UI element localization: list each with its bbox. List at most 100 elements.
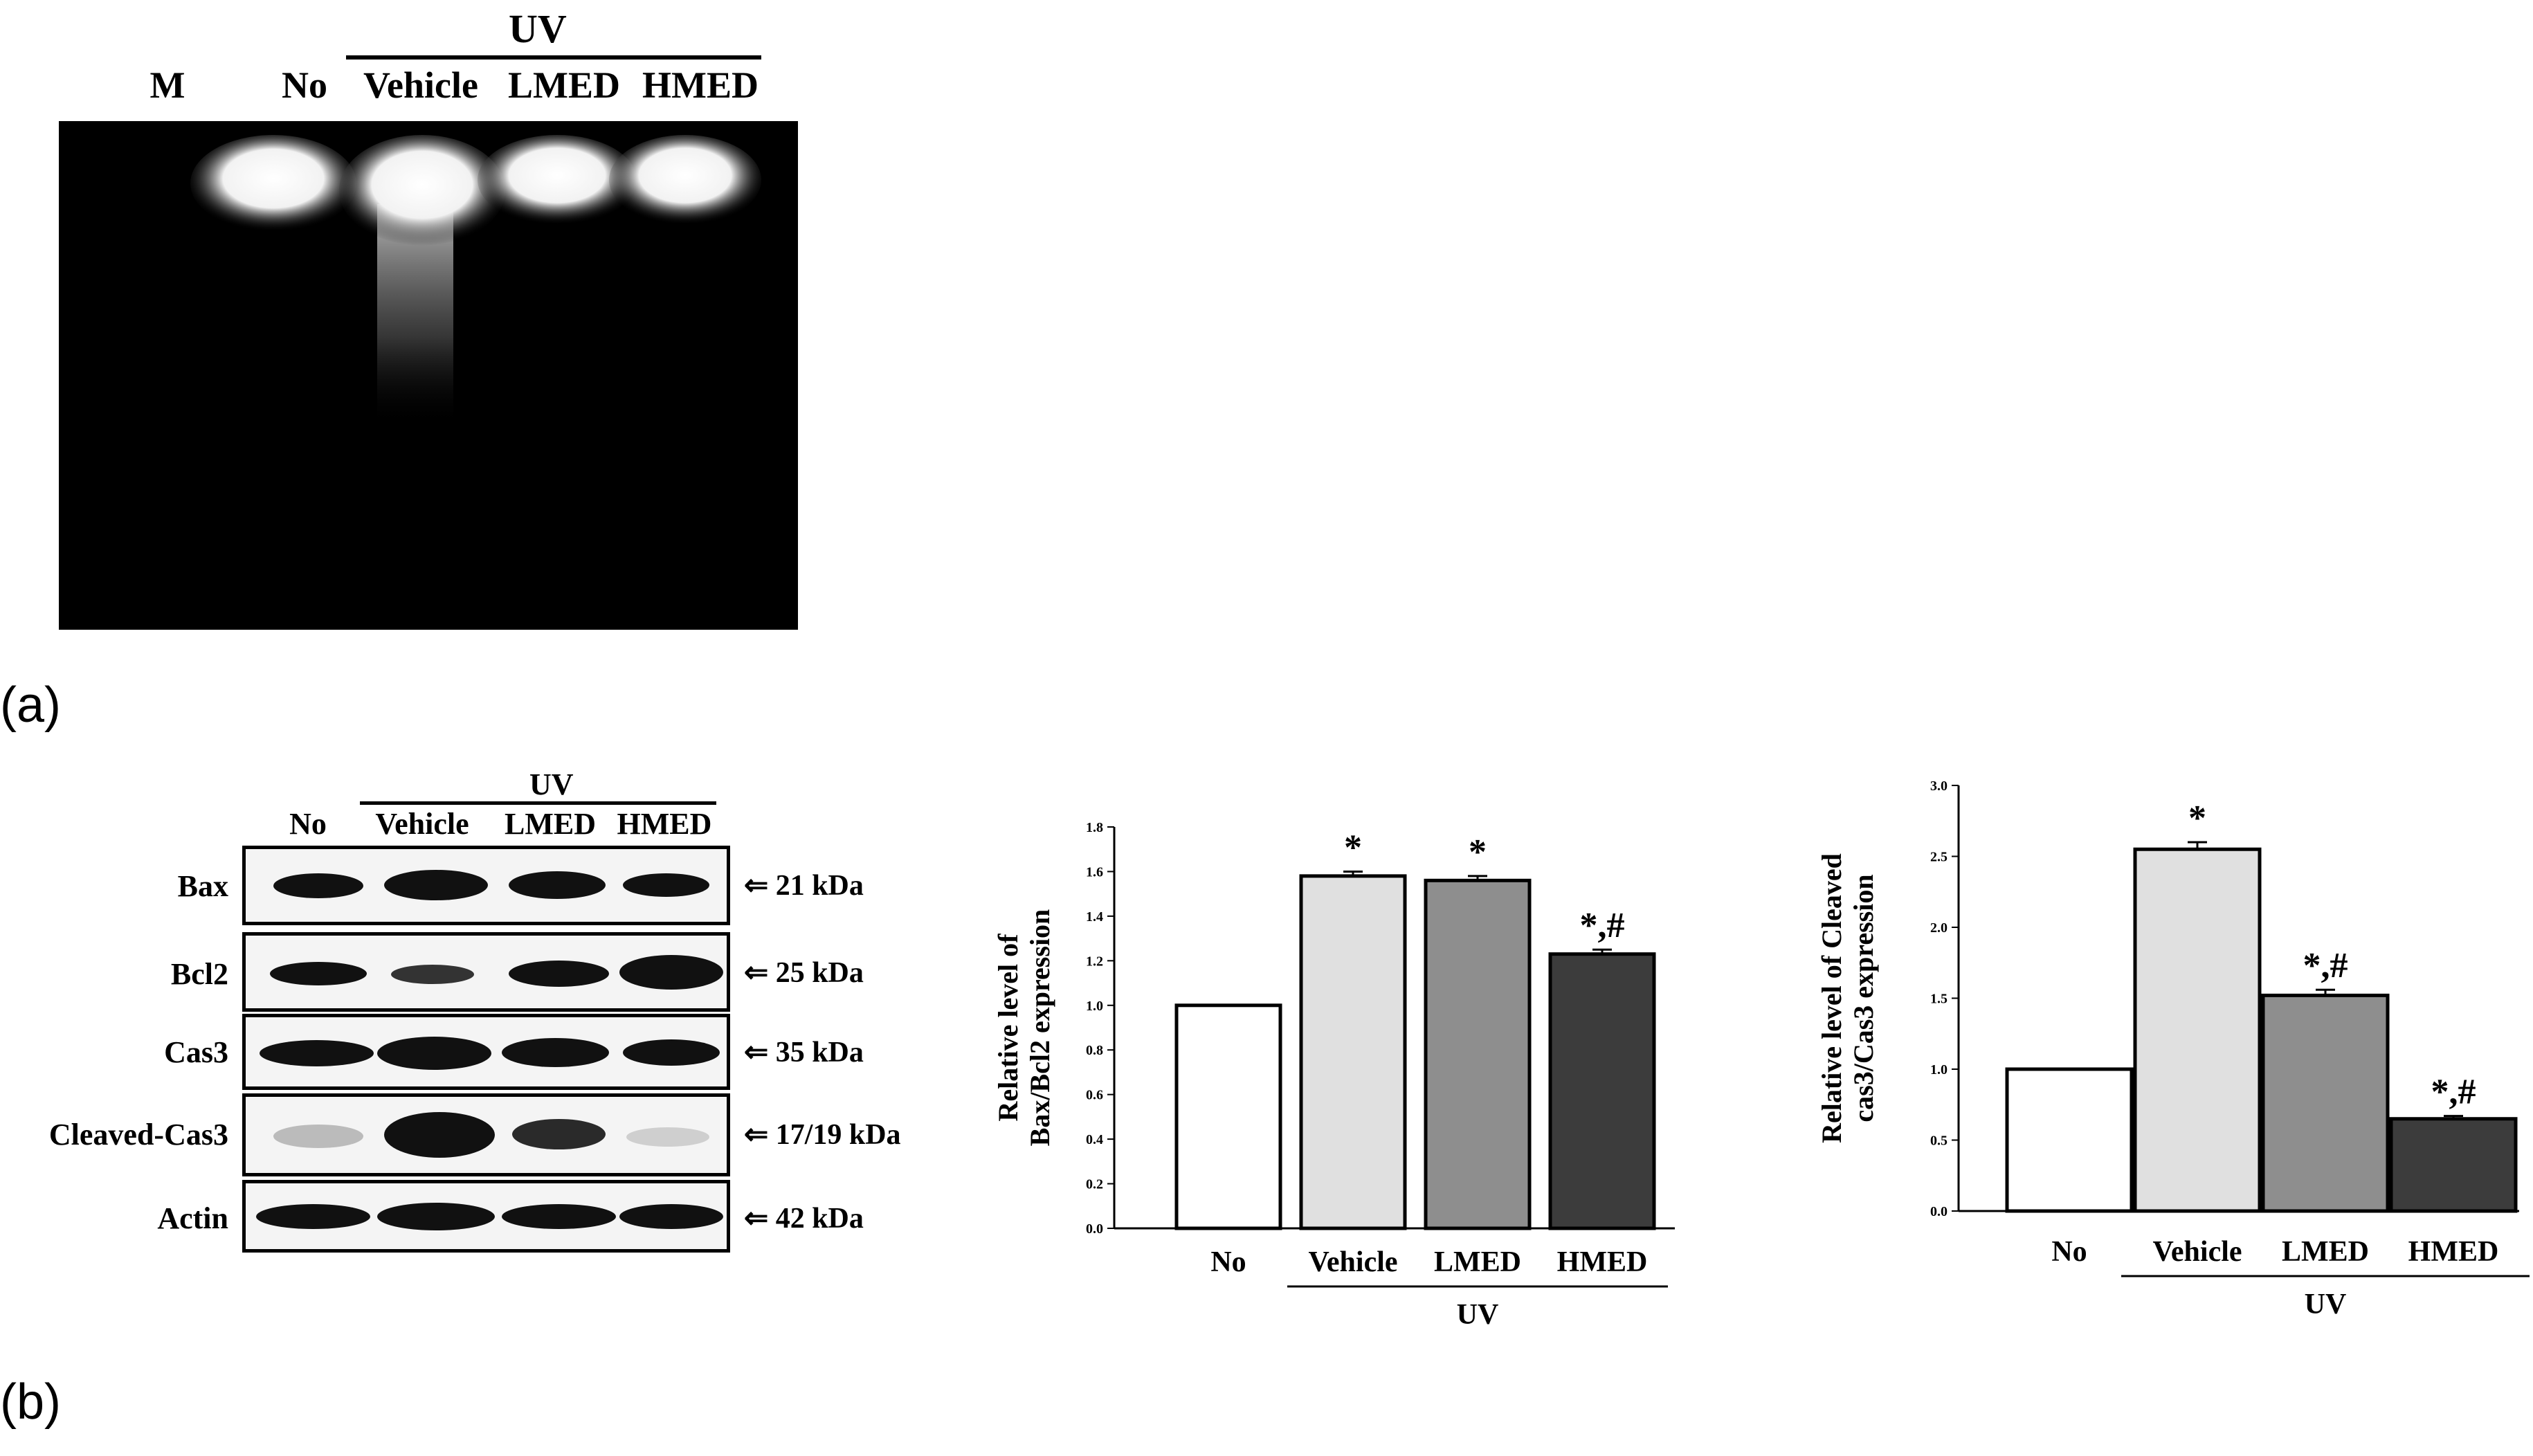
blot-band bbox=[623, 873, 709, 897]
category-label: LMED bbox=[2282, 1236, 2369, 1268]
blot-band bbox=[619, 1204, 723, 1229]
bar bbox=[1424, 878, 1532, 1230]
dna-gel-image bbox=[59, 121, 798, 630]
panel-letter-a: (a) bbox=[0, 677, 61, 733]
y-axis-label: Relative level of Cleaved bbox=[1816, 853, 1847, 1143]
gel-band bbox=[478, 135, 637, 225]
significance-marker: * bbox=[2188, 799, 2206, 838]
kda-label: ⇐ 35 kDa bbox=[744, 1037, 864, 1068]
significance-marker: *,# bbox=[1580, 906, 1625, 945]
blot-band bbox=[384, 870, 488, 900]
category-label: No bbox=[2051, 1236, 2087, 1268]
significance-marker: *,# bbox=[2303, 946, 2348, 985]
category-label: LMED bbox=[1434, 1246, 1521, 1278]
y-tick-label: 1.4 bbox=[1086, 909, 1103, 925]
y-tick-label: 0.0 bbox=[1086, 1221, 1103, 1237]
blot-band bbox=[270, 962, 367, 985]
cleaved-cas3-bar-chart: 0.0 0.5 1.0 1.5 2.0 2.5 3.0 Relative level of C… bbox=[1816, 779, 2530, 1320]
category-label: Vehicle bbox=[2152, 1236, 2242, 1268]
uv-label-a: UV bbox=[509, 6, 567, 51]
blot-strip-bax bbox=[242, 846, 730, 925]
y-tick-label: 0.2 bbox=[1086, 1177, 1103, 1192]
y-axis-title: Relative level of Cleaved cas3/Cas3 expre… bbox=[1816, 853, 1879, 1143]
blot-band bbox=[377, 1037, 491, 1070]
y-tick-label: 3.0 bbox=[1930, 779, 1948, 794]
wb-lane-label: No bbox=[289, 807, 327, 841]
wb-lane-label: HMED bbox=[617, 807, 712, 841]
y-tick-label: 1.2 bbox=[1086, 954, 1103, 969]
uv-bracket-a bbox=[346, 55, 761, 60]
blot-band bbox=[256, 1204, 370, 1229]
gel-lane-label: LMED bbox=[508, 64, 620, 106]
bar bbox=[2133, 847, 2262, 1213]
blot-strip-cas3 bbox=[242, 1014, 730, 1090]
blot-strip-cleaved-cas3 bbox=[242, 1093, 730, 1176]
y-axis-label: cas3/Cas3 expression bbox=[1848, 874, 1879, 1122]
protein-label: Bcl2 bbox=[170, 957, 228, 991]
wb-lane-label: Vehicle bbox=[375, 807, 469, 841]
gel-lane-label: No bbox=[282, 64, 327, 106]
bar bbox=[1174, 1003, 1282, 1230]
significance-marker: * bbox=[1344, 828, 1362, 867]
uv-bracket-b bbox=[360, 801, 716, 805]
uv-group-label: UV bbox=[1457, 1299, 1499, 1331]
kda-label: ⇐ 21 kDa bbox=[744, 870, 864, 902]
blot-band bbox=[384, 1112, 495, 1158]
protein-label: Actin bbox=[157, 1201, 228, 1235]
blot-band bbox=[273, 873, 363, 898]
bar bbox=[1548, 952, 1656, 1230]
gel-band bbox=[609, 135, 761, 225]
blot-band bbox=[619, 955, 723, 990]
y-axis-label: Bax/Bcl2 expression bbox=[1024, 909, 1055, 1147]
bax-bcl2-bar-chart: 0.0 0.2 0.4 0.6 0.8 1.0 1.2 1.4 1.6 1.8 Relative l… bbox=[992, 820, 1675, 1331]
bar bbox=[2389, 1117, 2518, 1213]
significance-marker: *,# bbox=[2431, 1073, 2476, 1112]
y-axis-label: Relative level of bbox=[992, 934, 1024, 1122]
gel-lane-label: Vehicle bbox=[363, 64, 478, 106]
protein-label: Cas3 bbox=[164, 1035, 228, 1069]
y-tick-label: 1.0 bbox=[1086, 999, 1103, 1014]
blot-strip-actin bbox=[242, 1180, 730, 1253]
bar bbox=[2261, 993, 2390, 1213]
category-label: Vehicle bbox=[1308, 1246, 1397, 1278]
wb-lane-label: LMED bbox=[505, 807, 596, 841]
y-tick-label: 2.0 bbox=[1930, 920, 1948, 936]
uv-label-b: UV bbox=[529, 767, 574, 801]
blot-band bbox=[512, 1119, 606, 1149]
blot-band bbox=[502, 1038, 609, 1067]
blot-band bbox=[509, 871, 606, 899]
y-tick-label: 0.5 bbox=[1930, 1134, 1948, 1149]
protein-label: Bax bbox=[177, 869, 228, 903]
kda-label: ⇐ 42 kDa bbox=[744, 1203, 864, 1235]
protein-label: Cleaved-Cas3 bbox=[48, 1118, 228, 1152]
blot-band bbox=[626, 1127, 709, 1147]
blot-band bbox=[509, 961, 609, 987]
kda-label: ⇐ 25 kDa bbox=[744, 957, 864, 989]
y-tick-label: 0.4 bbox=[1086, 1132, 1103, 1147]
bar bbox=[1299, 874, 1407, 1230]
panel-letter-b: (b) bbox=[0, 1374, 61, 1430]
category-label: HMED bbox=[1557, 1246, 1648, 1278]
y-axis-title: Relative level of Bax/Bcl2 expression bbox=[992, 909, 1055, 1147]
blot-band bbox=[502, 1204, 616, 1229]
category-label: HMED bbox=[2408, 1236, 2499, 1268]
y-tick-label: 0.8 bbox=[1086, 1043, 1103, 1058]
y-tick-label: 1.5 bbox=[1930, 992, 1948, 1007]
gel-band bbox=[339, 135, 505, 246]
y-tick-label: 1.6 bbox=[1086, 864, 1103, 880]
gel-lane-label: HMED bbox=[642, 64, 759, 106]
gel-band bbox=[190, 135, 356, 232]
blot-band bbox=[623, 1039, 720, 1066]
blot-band bbox=[391, 965, 474, 984]
bar bbox=[2005, 1067, 2134, 1213]
gel-lane-label: M bbox=[149, 64, 185, 106]
y-tick-label: 1.0 bbox=[1930, 1062, 1948, 1077]
y-tick-label: 0.6 bbox=[1086, 1088, 1103, 1103]
blot-strip-bcl2 bbox=[242, 932, 730, 1012]
category-label: No bbox=[1210, 1246, 1246, 1278]
uv-group-label: UV bbox=[2305, 1289, 2347, 1320]
y-tick-label: 1.8 bbox=[1086, 820, 1103, 835]
blot-band bbox=[377, 1203, 495, 1230]
y-tick-label: 0.0 bbox=[1930, 1204, 1948, 1219]
blot-band bbox=[260, 1040, 374, 1066]
